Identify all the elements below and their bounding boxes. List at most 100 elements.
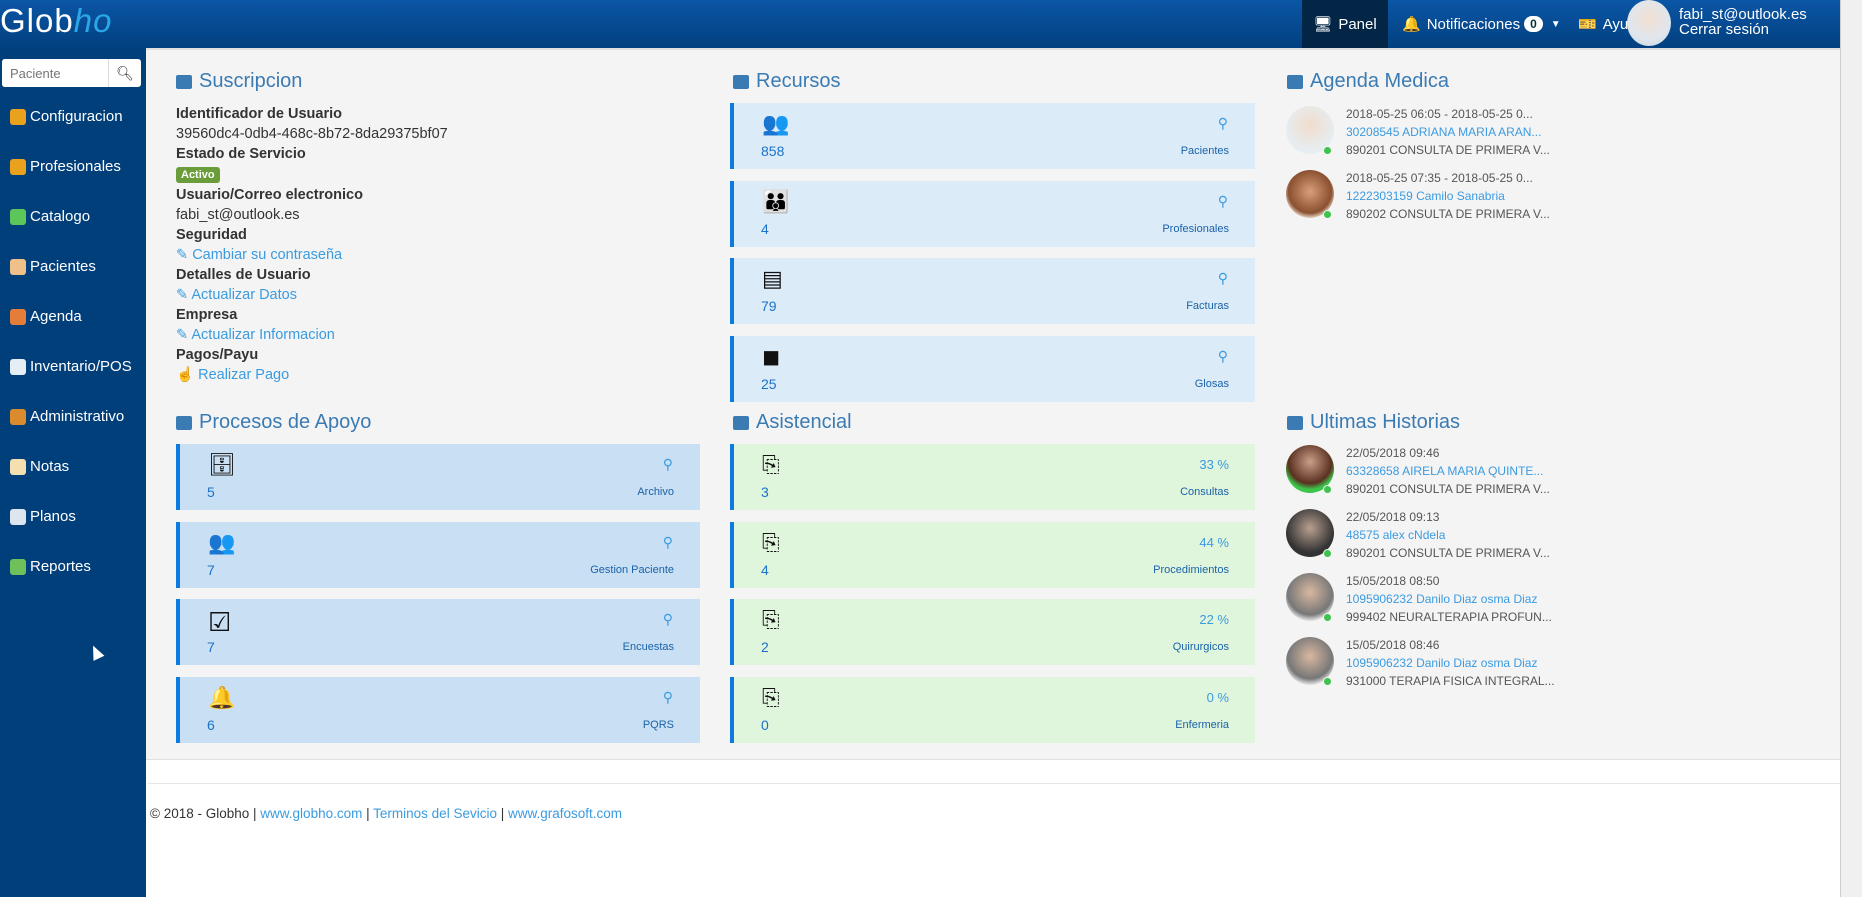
count-value: 5 (207, 484, 215, 500)
change-password-link[interactable]: ✎ Cambiar su contraseña (176, 247, 343, 263)
payments-label: Pagos/Payu (176, 347, 259, 363)
security-label: Seguridad (176, 227, 247, 243)
status-badge: Activo (176, 167, 220, 183)
sidebar-item-label: Notas (30, 458, 70, 475)
briefcase-icon (10, 408, 26, 425)
card-pacientes[interactable]: 👥 858 ⚲ Pacientes (730, 103, 1255, 169)
sidebar-item-label: Pacientes (30, 258, 96, 275)
search-icon[interactable]: ⚲ (1217, 115, 1228, 131)
pencil-icon: ✎ (176, 327, 192, 343)
sidebar-item-pacientes[interactable]: Pacientes (10, 258, 96, 275)
make-payment-link[interactable]: ☝ Realizar Pago (176, 367, 290, 383)
card-pqrs[interactable]: 🔔 6 ⚲ PQRS (176, 676, 700, 743)
nav-panel[interactable]: 🖥 Panel (1302, 0, 1388, 48)
separator: | (500, 806, 505, 821)
count-value: 858 (761, 143, 785, 159)
appointment-item[interactable]: 2018-05-25 06:05 - 2018-05-25 0... 30208… (1286, 106, 1586, 166)
nav-notifications-label: Notificaciones (1426, 15, 1521, 33)
document-check-icon (10, 508, 26, 525)
sidebar-item-agenda[interactable]: Agenda (10, 308, 82, 325)
search-icon[interactable]: ⚲ (1217, 192, 1228, 209)
nav-notifications[interactable]: 🔔 Notificaciones 0 ▼ (1402, 0, 1561, 48)
card-encuestas[interactable]: ☑ 7 ⚲ Encuestas (176, 599, 700, 665)
sidebar-item-profesionales[interactable]: Profesionales (10, 158, 121, 175)
card-gestion-paciente[interactable]: 👥 7 ⚲ Gestion Paciente (176, 521, 700, 588)
card-glosas[interactable]: ◼ 25 ⚲ Glosas (730, 335, 1255, 402)
card-profesionales[interactable]: 👪 4 ⚲ Profesionales (730, 180, 1255, 247)
card-label: Archivo (637, 486, 674, 498)
sidebar-item-administrativo[interactable]: Administrativo (10, 408, 124, 425)
grafosoft-link[interactable]: www.grafosoft.com (508, 806, 623, 821)
sidebar-item-label: Configuracion (30, 108, 123, 125)
item-patient-link[interactable]: 48575 alex cNdela (1346, 528, 1446, 542)
update-data-link[interactable]: ✎ Actualizar Datos (176, 287, 297, 303)
count-value: 2 (761, 639, 769, 655)
item-patient-link[interactable]: 63328658 AIRELA MARIA QUINTE... (1346, 464, 1544, 478)
search-icon[interactable]: ⚲ (1217, 347, 1228, 364)
item-time: 15/05/2018 08:50 (1346, 574, 1440, 588)
history-item[interactable]: 15/05/2018 08:46 1095906232 Danilo Diaz … (1286, 637, 1586, 697)
card-enfermeria[interactable]: ⎘ 0 0 % Enfermeria (730, 676, 1255, 743)
users-refresh-icon: 👥 (208, 529, 236, 555)
user-avatar[interactable] (1627, 0, 1671, 46)
card-archivo[interactable]: 🗄 5 ⚲ Archivo (176, 444, 700, 510)
pencil-icon: ✎ (176, 287, 192, 303)
gear-icon (10, 108, 26, 125)
company-label: Empresa (176, 307, 238, 323)
service-status-label: Estado de Servicio (176, 146, 306, 162)
section-suscripcion-title: Suscripcion (176, 70, 302, 93)
terms-link[interactable]: Terminos del Sevicio (373, 806, 497, 821)
checkbox-icon: ☑ (208, 607, 232, 637)
medkit-icon (733, 415, 749, 430)
sidebar-item-label: Planos (30, 508, 76, 525)
user-email: fabi_st@outlook.es (1679, 7, 1807, 23)
patient-search-input[interactable] (2, 59, 108, 87)
item-service: 890201 CONSULTA DE PRIMERA V... (1346, 143, 1550, 157)
logout-link[interactable]: Cerrar sesión (1679, 21, 1770, 37)
card-label: Enfermeria (1175, 718, 1229, 731)
card-procedimientos[interactable]: ⎘ 4 44 % Procedimientos (730, 521, 1255, 588)
sidebar-item-inventario-pos[interactable]: Inventario/POS (10, 358, 132, 375)
online-status-dot (1323, 485, 1332, 494)
sidebar-item-catalogo[interactable]: Catalogo (10, 208, 90, 225)
history-item[interactable]: 15/05/2018 08:50 1095906232 Danilo Diaz … (1286, 573, 1586, 633)
sidebar-item-notas[interactable]: Notas (10, 458, 69, 475)
calendar-icon (1287, 74, 1303, 89)
note-icon (10, 458, 26, 475)
update-info-link[interactable]: ✎ Actualizar Informacion (176, 327, 335, 343)
search-icon[interactable]: ⚲ (662, 611, 673, 627)
sidebar-item-label: Agenda (30, 308, 82, 325)
appointment-item[interactable]: 2018-05-25 07:35 - 2018-05-25 0... 12223… (1286, 170, 1586, 230)
history-item[interactable]: 22/05/2018 09:13 48575 alex cNdela 89020… (1286, 509, 1586, 569)
card-label: Profesionales (1162, 222, 1229, 235)
history-item[interactable]: 22/05/2018 09:46 63328658 AIRELA MARIA Q… (1286, 445, 1586, 505)
search-icon[interactable]: ⚲ (662, 456, 673, 472)
item-patient-link[interactable]: 1095906232 Danilo Diaz osma Diaz (1346, 592, 1538, 606)
nav-panel-label: Panel (1338, 15, 1377, 33)
user-menu[interactable]: fabi_st@outlook.es Cerrar sesión (1679, 7, 1840, 37)
search-button[interactable]: 🔍︎ (108, 59, 141, 87)
card-quirurgicos[interactable]: ⎘ 2 22 % Quirurgicos (730, 599, 1255, 665)
item-patient-link[interactable]: 30208545 ADRIANA MARIA ARAN... (1346, 125, 1542, 139)
search-icon[interactable]: ⚲ (662, 533, 673, 550)
card-consultas[interactable]: ⎘ 3 33 % Consultas (730, 444, 1255, 510)
item-patient-link[interactable]: 1222303159 Camilo Sanabria (1346, 189, 1505, 203)
users-check-icon: 👥 (762, 111, 790, 136)
item-patient-link[interactable]: 1095906232 Danilo Diaz osma Diaz (1346, 656, 1538, 670)
footer-divider (148, 783, 1840, 784)
right-scroll-strip[interactable] (1840, 0, 1862, 897)
group-award-icon: 👪 (762, 188, 790, 214)
sidebar-item-reportes[interactable]: Reportes (10, 558, 91, 575)
globho-link[interactable]: www.globho.com (260, 806, 363, 821)
copy-document-icon: ⎘ (762, 452, 780, 477)
card-label: Quirurgicos (1172, 641, 1229, 653)
search-icon[interactable]: ⚲ (662, 688, 673, 705)
sidebar-item-configuracion[interactable]: Configuracion (10, 108, 123, 125)
card-facturas[interactable]: ▤ 79 ⚲ Facturas (730, 258, 1255, 324)
sidebar-item-planos[interactable]: Planos (10, 508, 76, 525)
count-value: 79 (761, 298, 777, 314)
ticket-icon: 🎫 (1578, 16, 1597, 33)
globho-logo[interactable]: Globho (0, 2, 113, 39)
search-icon[interactable]: ⚲ (1217, 270, 1228, 286)
item-service: 931000 TERAPIA FISICA INTEGRAL... (1346, 674, 1555, 688)
